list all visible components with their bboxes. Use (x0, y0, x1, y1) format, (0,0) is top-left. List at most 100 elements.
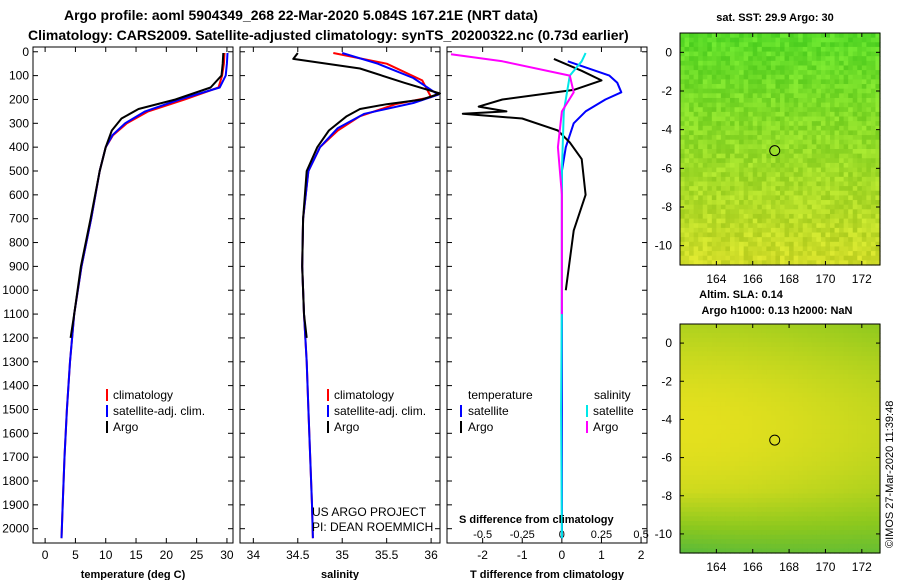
map-cell (693, 186, 699, 192)
map-cell (870, 346, 877, 353)
map-cell (830, 79, 836, 85)
map-cell (739, 356, 745, 362)
map-cell (843, 539, 849, 545)
map-cell (834, 33, 840, 39)
map-cell (825, 543, 831, 550)
map-cell (866, 397, 872, 403)
map-cell (830, 200, 836, 206)
map-cell (684, 158, 690, 164)
map-cell (875, 213, 881, 220)
map-cell (870, 502, 877, 508)
map-cell (743, 51, 749, 57)
map-cell (725, 135, 731, 141)
map-cell (811, 452, 817, 458)
map-cell (875, 260, 881, 266)
map-x-tick-label: 172 (852, 272, 872, 286)
map-cell (857, 530, 863, 536)
map-cell (684, 33, 690, 39)
map-cell (743, 227, 749, 234)
map-cell (720, 107, 727, 113)
map-cell (761, 530, 767, 536)
map-cell (830, 88, 836, 94)
map-cell (748, 139, 754, 145)
map-cell (698, 337, 704, 343)
map-cell (866, 51, 872, 57)
map-cell (866, 456, 872, 462)
map-cell (834, 209, 840, 215)
map-cell (711, 70, 717, 76)
map-cell (839, 374, 845, 380)
map-cell (689, 543, 695, 550)
map-cell (743, 116, 749, 122)
map-cell (689, 176, 695, 183)
map-cell (793, 534, 799, 540)
map-cell (689, 200, 695, 206)
map-cell (861, 223, 867, 229)
series-line-salinity-satellite (560, 52, 587, 539)
map-cell (807, 534, 813, 540)
map-cell (720, 246, 727, 252)
map-cell (689, 46, 695, 53)
map-cell (852, 46, 858, 53)
map-cell (830, 209, 836, 215)
map-cell (834, 484, 840, 490)
map-cell (798, 424, 804, 430)
map-cell (793, 420, 799, 426)
map-cell (702, 93, 708, 99)
map-cell (798, 162, 804, 169)
map-cell (807, 415, 813, 421)
map-cell (870, 116, 877, 122)
map-cell (707, 443, 713, 449)
map-cell (780, 356, 786, 362)
map-cell (702, 401, 708, 408)
map-cell (848, 383, 854, 389)
map-cell (698, 411, 704, 417)
map-cell (720, 406, 727, 412)
map-cell (870, 539, 877, 545)
map-x-tick-label: 168 (779, 272, 799, 286)
map-cell (861, 401, 867, 408)
map-cell (870, 93, 877, 99)
map-cell (725, 333, 731, 339)
map-cell (870, 534, 877, 540)
map-cell (730, 369, 736, 375)
map-cell (702, 369, 708, 375)
map-cell (689, 378, 695, 385)
map-cell (757, 102, 763, 108)
map-cell (857, 397, 863, 403)
map-cell (825, 42, 831, 48)
map-cell (848, 149, 854, 155)
map-cell (680, 33, 686, 39)
map-cell (839, 520, 845, 527)
map-cell (784, 204, 790, 210)
map-cell (707, 190, 713, 196)
map-cell (852, 452, 858, 458)
map-cell (698, 333, 704, 339)
map-cell (784, 255, 790, 261)
map-cell (752, 125, 758, 132)
map-cell (725, 60, 731, 67)
map-cell (680, 548, 686, 554)
map-cell (802, 397, 808, 403)
map-cell (775, 328, 781, 334)
map-cell (861, 213, 867, 220)
map-cell (875, 488, 881, 495)
map-cell (761, 218, 767, 224)
map-cell (702, 479, 708, 485)
map-cell (711, 511, 717, 517)
map-cell (757, 237, 763, 243)
map-cell (816, 241, 822, 248)
map-cell (743, 88, 749, 94)
map-cell (834, 51, 840, 57)
map-cell (766, 342, 772, 348)
map-cell (875, 209, 881, 215)
map-cell (834, 415, 840, 421)
map-cell (789, 255, 795, 261)
map-cell (802, 172, 808, 178)
map-cell (707, 144, 713, 150)
map-cell (698, 200, 704, 206)
map-cell (843, 260, 849, 266)
map-cell (743, 479, 749, 485)
map-cell (770, 70, 777, 76)
map-cell (716, 365, 722, 371)
